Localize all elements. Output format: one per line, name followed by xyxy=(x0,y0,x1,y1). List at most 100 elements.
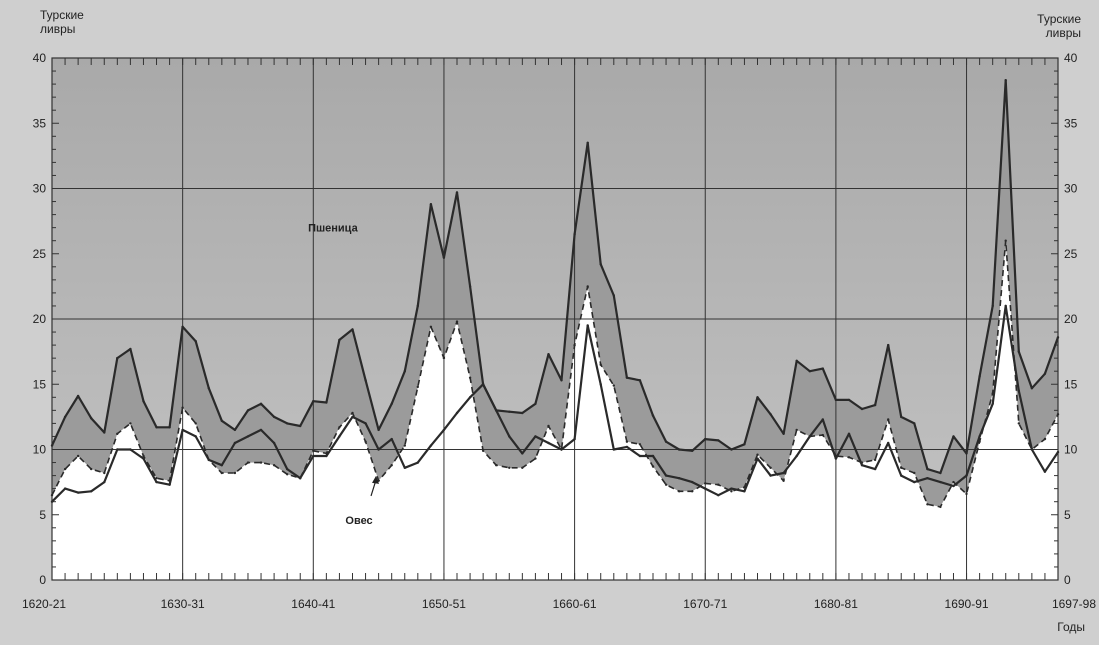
dashed-line-point xyxy=(913,471,916,475)
wheat-line-point xyxy=(429,203,433,206)
wheat-line xyxy=(50,79,1060,475)
wheat-line-point xyxy=(534,402,537,405)
wheat-line-point xyxy=(1004,79,1007,82)
annotation-label: Пшеница xyxy=(308,223,358,235)
wheat-line-point xyxy=(364,379,367,382)
dashed-line-point xyxy=(429,325,433,328)
y-axis-label-right: Турские ливры xyxy=(1037,12,1081,40)
dashed-line-point xyxy=(926,503,929,506)
dashed-line-point xyxy=(508,466,511,469)
dashed-line-point xyxy=(194,422,197,425)
oats-line-point xyxy=(181,428,184,432)
wheat-line-point xyxy=(521,411,524,415)
dashed-line-point xyxy=(90,467,93,471)
x-tick-label: 1660-61 xyxy=(553,597,597,611)
wheat-line-point xyxy=(338,338,341,342)
wheat-line-point xyxy=(625,376,629,379)
oats-line-point xyxy=(168,483,171,486)
oats-line-point xyxy=(1030,448,1034,451)
dashed-line-point xyxy=(103,471,106,475)
oats-line-point xyxy=(1017,389,1020,392)
oats-line-point xyxy=(481,383,485,386)
oats-line-point xyxy=(965,474,968,477)
oats-line-point xyxy=(691,480,694,484)
wheat-line-point xyxy=(808,370,811,373)
oats-line-point xyxy=(743,490,746,493)
y-tick-label-left: 15 xyxy=(33,377,47,391)
oats-line-point xyxy=(782,471,785,475)
wheat-line-point xyxy=(403,370,406,373)
minor-ticks xyxy=(51,57,1059,581)
wheat-line-point xyxy=(691,449,694,452)
oats-line-point xyxy=(129,448,132,451)
dashed-line-point xyxy=(233,471,237,475)
plot-frame xyxy=(51,57,1059,581)
wheat-line-point xyxy=(939,471,942,475)
x-tick-label: 1650-51 xyxy=(422,597,466,611)
oats-line-point xyxy=(390,437,393,441)
wheat-line-point xyxy=(612,294,615,297)
oats-line-point xyxy=(926,477,929,480)
oats-line-point xyxy=(429,444,433,447)
dashed-line-point xyxy=(142,454,145,458)
wheat-line-point xyxy=(259,402,263,405)
wheat-line-point xyxy=(455,191,459,194)
dashed-line-point xyxy=(351,411,354,415)
oats-line-point xyxy=(63,487,67,490)
oats-line-point xyxy=(194,435,197,438)
annotation-label: Овес xyxy=(345,515,372,527)
oats-line-point xyxy=(508,435,511,438)
x-tick-label: 1697-98 xyxy=(1052,597,1096,611)
dashed-line-point xyxy=(50,494,54,497)
oats-line-point xyxy=(1056,450,1060,454)
y-tick-label-left: 25 xyxy=(33,247,47,261)
oats-line-point xyxy=(325,454,328,458)
y-tick-labels-right: 0 5 10 15 20 25 30 35 40 xyxy=(1064,51,1078,587)
dashed-line-point xyxy=(795,428,798,432)
y-tick-label-left: 20 xyxy=(33,312,47,326)
wheat-line-point xyxy=(900,415,903,419)
oats-line-point xyxy=(887,441,890,445)
dashed-line-point xyxy=(220,471,223,475)
y-tick-label-left: 0 xyxy=(39,573,46,587)
oats-line-point xyxy=(259,428,263,432)
oats-line-point xyxy=(233,441,237,445)
x-tick-label: 1630-31 xyxy=(161,597,205,611)
oats-line-point xyxy=(246,435,250,438)
oats-line-point xyxy=(913,480,916,484)
y-tick-label-right: 0 xyxy=(1064,573,1071,587)
wheat-band-fill xyxy=(52,80,1058,507)
wheat-line-point xyxy=(233,428,237,432)
wheat-line-point xyxy=(168,426,171,429)
wheat-line-point xyxy=(651,414,655,417)
oats-line-point xyxy=(560,448,563,451)
dashed-line-point xyxy=(900,466,903,469)
wheat-line-point xyxy=(952,435,955,438)
wheat-line-point xyxy=(286,422,289,425)
oats-line-point xyxy=(730,487,733,490)
dashed-line-point xyxy=(468,376,472,379)
wheat-line-point xyxy=(547,353,550,356)
y-tick-labels-left: 0 5 10 15 20 25 30 35 40 xyxy=(33,51,47,587)
oats-line-point xyxy=(403,466,406,469)
wheat-line-point xyxy=(560,379,563,382)
y-tick-label-right: 10 xyxy=(1064,443,1078,457)
oats-line-point xyxy=(860,464,864,467)
x-tick-label: 1640-41 xyxy=(291,597,335,611)
oats-line-point xyxy=(521,452,524,455)
dashed-line-point xyxy=(455,320,459,323)
dashed-line-point xyxy=(573,343,576,347)
dashed-line-point xyxy=(246,461,250,464)
wheat-line-point xyxy=(207,387,210,390)
wheat-line-point xyxy=(978,375,981,378)
wheat-line-point xyxy=(821,367,824,370)
oats-line-point xyxy=(76,491,80,494)
wheat-line-point xyxy=(795,359,798,362)
wheat-line-point xyxy=(704,437,707,441)
oats-line-point xyxy=(586,324,589,327)
oats-line-point xyxy=(573,437,576,441)
dashed-line-point xyxy=(534,457,537,460)
oats-line-point xyxy=(756,457,759,460)
oats-line-point xyxy=(834,457,838,460)
wheat-line-point xyxy=(586,141,589,144)
